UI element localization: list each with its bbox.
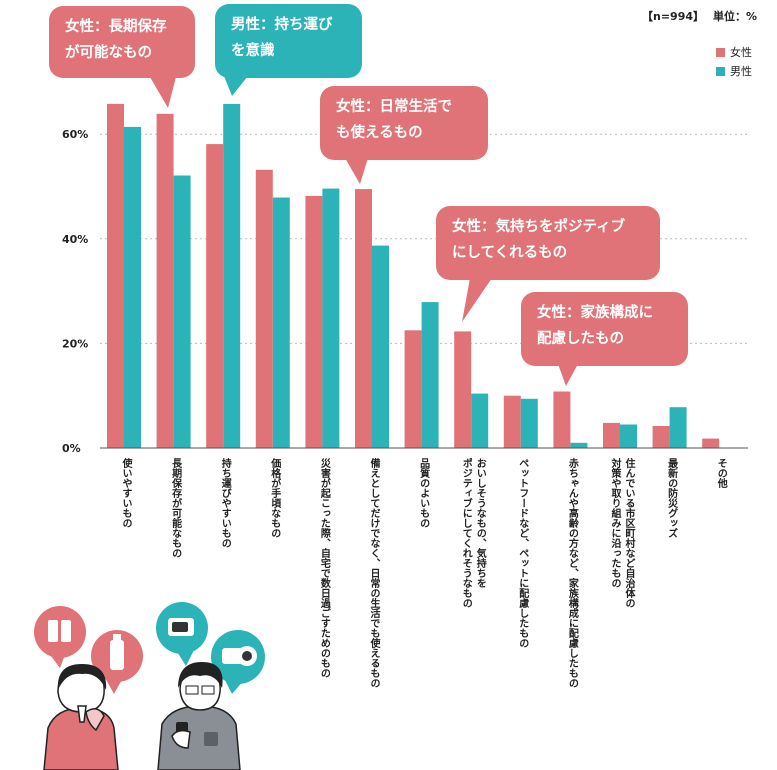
bar-male xyxy=(272,197,290,448)
bar-male xyxy=(173,175,191,448)
bar-male xyxy=(372,245,389,448)
bar-male xyxy=(520,398,538,448)
y-tick-label: 60% xyxy=(62,128,88,141)
battery-bubble xyxy=(34,606,86,658)
bar-male xyxy=(124,126,141,449)
callout-female-daily-use-text: 女性：日常生活で も使えるもの xyxy=(336,99,452,141)
power-bank-screen xyxy=(172,622,188,632)
woman-neck xyxy=(77,705,87,723)
man-pocket xyxy=(204,732,218,746)
flashlight-lens xyxy=(242,651,252,661)
category-label: 住んでいる市区町村など自治体の 対策や取り組みに沿ったもの xyxy=(609,458,634,608)
bar-female xyxy=(652,426,670,448)
y-tick-label: 20% xyxy=(62,337,88,350)
bar-female xyxy=(702,438,720,448)
bar-female xyxy=(603,422,620,448)
callout-female-positive-text: 女性：気持ちをポジティブ にしてくれるもの xyxy=(452,219,626,261)
legend-male: 男性 xyxy=(716,63,752,79)
man-glasses-right xyxy=(201,685,215,695)
category-label: 品質のよいもの xyxy=(417,458,429,528)
bar-female xyxy=(454,331,472,448)
y-tick-label: 40% xyxy=(62,233,88,246)
legend-female: 女性 xyxy=(716,44,752,60)
bar-male xyxy=(471,393,489,448)
bar-male xyxy=(322,188,340,448)
callout-male-portability: 男性：持ち運び を意識 xyxy=(215,4,362,78)
bar-male xyxy=(669,407,687,448)
callout-female-long-storage-text: 女性：長期保存 が可能なもの xyxy=(65,19,167,61)
man-glasses-left xyxy=(185,685,199,695)
legend-male-label: 男性 xyxy=(730,65,752,78)
bar-male xyxy=(421,302,439,448)
callout-female-long-storage: 女性：長期保存 が可能なもの xyxy=(49,6,195,78)
woman-hand xyxy=(85,708,105,732)
callout-female-positive: 女性：気持ちをポジティブ にしてくれるもの xyxy=(436,206,660,280)
category-label: その他 xyxy=(715,458,727,488)
legend-female-swatch xyxy=(716,48,725,57)
callout-female-family-text: 女性：家族構成に 配慮したもの xyxy=(537,305,653,347)
bar-female xyxy=(305,195,323,448)
callout-tail-4 xyxy=(558,364,578,386)
category-label: 赤ちゃんや高齢の方など、家族構成に配慮したもの xyxy=(566,458,578,688)
category-label: 長期保存が可能なもの xyxy=(169,458,181,558)
legend-female-label: 女性 xyxy=(730,46,752,59)
man-hand xyxy=(171,729,191,749)
category-label: おいしそうなもの、気持ちを ポジティブにしてくれそうなもの xyxy=(460,458,486,608)
bar-female xyxy=(355,189,372,448)
bar-male xyxy=(223,103,241,449)
category-label: 最新の防災グッズ xyxy=(665,458,677,538)
category-label: 使いやすいもの xyxy=(120,458,131,528)
water-bottle-icon xyxy=(110,640,124,670)
category-label: 持ち運びやすいもの xyxy=(219,458,231,548)
bar-female xyxy=(107,103,124,449)
callout-male-portability-text: 男性：持ち運び を意識 xyxy=(231,17,333,59)
bar-male xyxy=(570,442,588,448)
man-with-phone-illustration xyxy=(157,705,241,770)
y-tick-label: 0% xyxy=(62,442,81,455)
category-label: 価格が手頃なもの xyxy=(268,458,280,538)
bar-female xyxy=(156,113,174,449)
water-bottle-cap xyxy=(113,634,121,641)
battery-icon xyxy=(48,620,58,642)
bar-female xyxy=(553,391,571,448)
sample-size: 【n=994】 xyxy=(642,10,705,23)
category-label: ペットフードなど、ペットに配慮したもの xyxy=(516,458,528,648)
category-label: 備えとしてだけでなく、日常の生活でも使えるもの xyxy=(368,458,379,688)
category-label: 災害が起こった際、自宅で数日過ごすためのもの xyxy=(318,458,330,678)
unit-label: 単位：% xyxy=(713,10,758,23)
callout-female-daily-use: 女性：日常生活で も使えるもの xyxy=(320,86,488,160)
bar-female xyxy=(255,169,273,449)
legend-male-swatch xyxy=(716,67,725,76)
woman-hair xyxy=(57,664,107,690)
callout-tail-3 xyxy=(462,278,492,322)
man-hair xyxy=(178,662,223,688)
bar-female xyxy=(503,395,521,448)
callout-tail-0 xyxy=(150,77,176,108)
bottle-bubble-tail xyxy=(104,676,124,694)
callout-female-family: 女性：家族構成に 配慮したもの xyxy=(521,292,688,366)
flashlight-bubble-tail xyxy=(224,678,244,694)
callout-tail-2 xyxy=(345,158,368,184)
bar-female xyxy=(206,144,224,448)
battery-bubble-tail xyxy=(48,652,66,668)
bar-female xyxy=(404,330,422,448)
callout-tail-1 xyxy=(224,76,248,96)
battery-icon-2 xyxy=(61,620,71,642)
bar-male xyxy=(620,424,637,448)
power-bank-bubble-tail xyxy=(176,650,194,666)
